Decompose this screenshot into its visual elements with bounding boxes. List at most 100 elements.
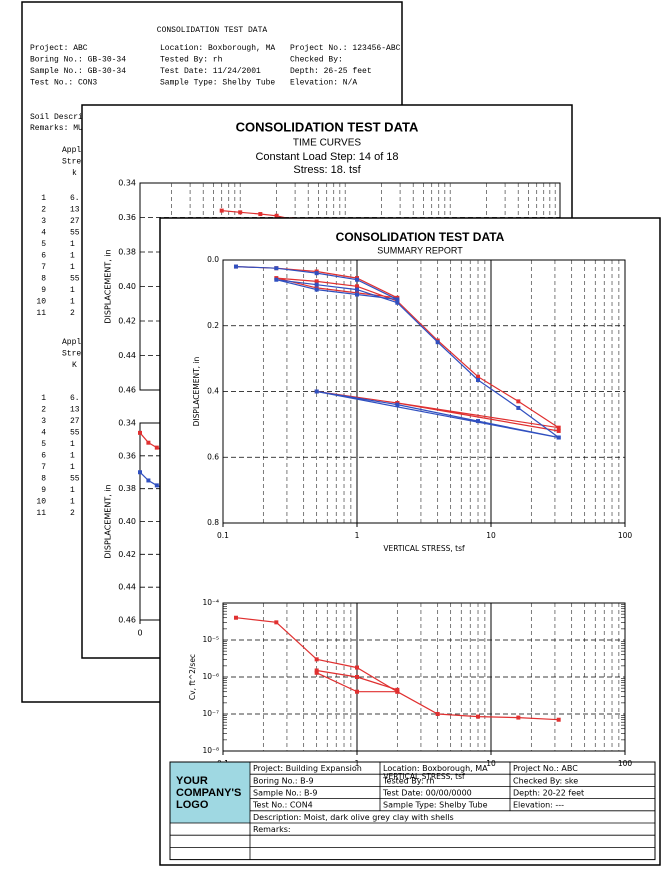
text: Tested By: rh — [160, 56, 223, 65]
text: Location: Boxborough, MA — [160, 44, 275, 53]
data-point — [355, 292, 359, 297]
text: Location: Boxborough, MA — [383, 764, 488, 773]
text: 1 — [70, 452, 75, 461]
y-tick-label: 0.42 — [118, 317, 136, 326]
y-tick-label: 10⁻⁵ — [202, 635, 219, 644]
text: Depth: 20-22 feet — [513, 789, 584, 798]
data-point — [556, 428, 561, 433]
text: 1 — [70, 298, 75, 307]
text: Sample Type: Shelby Tube — [383, 801, 488, 810]
data-point — [355, 689, 359, 694]
text: Appli — [62, 338, 86, 347]
text: 55 — [70, 275, 80, 284]
text: Boring No.: B-9 — [253, 776, 314, 785]
data-point — [138, 430, 142, 435]
text: Test No.: CON4 — [252, 801, 313, 810]
data-point — [314, 670, 319, 675]
data-point — [146, 440, 151, 445]
y-tick-label: 0.42 — [118, 550, 136, 559]
data-point — [556, 425, 561, 430]
data-point — [355, 284, 359, 289]
data-point — [274, 277, 279, 282]
text: Project No.: 123456-ABC — [290, 44, 401, 53]
text: 1 — [70, 440, 75, 449]
text: Constant Load Step: 14 of 18 — [255, 151, 398, 163]
x-tick-label: 10 — [486, 531, 496, 540]
logo-cell — [170, 762, 250, 823]
text: Elevation: N/A — [290, 79, 357, 88]
text: 8 — [41, 475, 46, 484]
text: Depth: 26-25 feet — [290, 67, 372, 76]
y-tick-label: 0.38 — [118, 248, 136, 257]
data-point — [516, 399, 521, 404]
y-tick-label: 0.34 — [118, 179, 136, 188]
y-tick-label: 0.46 — [118, 386, 136, 395]
data-point — [556, 435, 561, 440]
x-tick-label: 1 — [355, 531, 360, 540]
text: YOUR — [176, 775, 208, 787]
data-point — [395, 689, 400, 694]
text: Elevation: --- — [513, 801, 564, 810]
data-point — [395, 300, 400, 305]
data-point — [314, 271, 319, 276]
y-tick-label: 10⁻⁷ — [202, 709, 219, 718]
text: 1 — [70, 286, 75, 295]
data-point — [233, 615, 238, 620]
text: Project: Building Expansion — [253, 764, 362, 773]
data-point — [556, 717, 561, 722]
text: K — [72, 361, 77, 370]
text: 11 — [36, 309, 46, 318]
text: k — [72, 169, 77, 178]
text: 10 — [36, 498, 46, 507]
text: 55 — [70, 475, 80, 484]
text: 6. — [70, 194, 80, 203]
data-point — [355, 675, 359, 679]
y-tick-label: 0.0 — [207, 255, 219, 264]
text: Remarks: — [253, 825, 291, 834]
y-tick-label: 0.34 — [118, 419, 136, 428]
text: Stre — [62, 158, 81, 167]
data-point — [395, 297, 400, 302]
text: 6. — [70, 394, 80, 403]
y-tick-label: 0.6 — [207, 452, 219, 461]
y-tick-label: 0.36 — [118, 451, 136, 460]
text: 55 — [70, 229, 80, 238]
data-point — [355, 665, 359, 670]
data-point — [516, 715, 521, 720]
data-point — [476, 374, 481, 379]
data-point — [476, 419, 481, 424]
text: 7 — [41, 263, 46, 272]
y-tick-label: 0.36 — [118, 213, 136, 222]
text: 4 — [41, 229, 46, 238]
text: 5 — [41, 440, 46, 449]
text: Description: Moist, dark olive grey clay… — [253, 813, 454, 822]
data-point — [435, 712, 440, 716]
text: Stre — [62, 350, 81, 359]
text: Test Date: 11/24/2001 — [160, 67, 261, 76]
text: Sample Type: Shelby Tube — [160, 79, 275, 88]
text: Stress: 18. tsf — [293, 164, 361, 176]
data-point — [238, 210, 243, 215]
text: COMPANY'S — [176, 787, 241, 799]
text: SUMMARY REPORT — [377, 245, 463, 255]
y-axis-label: Cv, ft^2/sec — [188, 654, 197, 700]
data-point — [154, 483, 159, 488]
x-tick-label: 100 — [618, 531, 633, 540]
y-tick-label: 0.40 — [118, 282, 136, 291]
data-point — [146, 478, 151, 483]
text: 2 — [70, 509, 75, 518]
text: CONSOLIDATION TEST DATA — [336, 230, 505, 244]
y-tick-label: 10⁻⁶ — [202, 672, 219, 681]
y-tick-label: 0.40 — [118, 517, 136, 526]
text: Project No.: ABC — [513, 764, 578, 773]
text: 27 — [70, 217, 80, 226]
text: 9 — [41, 286, 46, 295]
text: Checked By: — [290, 56, 343, 65]
y-tick-label: 0.8 — [207, 518, 219, 527]
text: CONSOLIDATION TEST DATA — [157, 26, 268, 35]
data-point — [516, 405, 521, 410]
y-axis-label: DISPLACEMENT, in — [104, 484, 113, 558]
y-tick-label: 0.46 — [118, 616, 136, 625]
text: 1 — [70, 498, 75, 507]
text: TIME CURVES — [293, 138, 361, 149]
